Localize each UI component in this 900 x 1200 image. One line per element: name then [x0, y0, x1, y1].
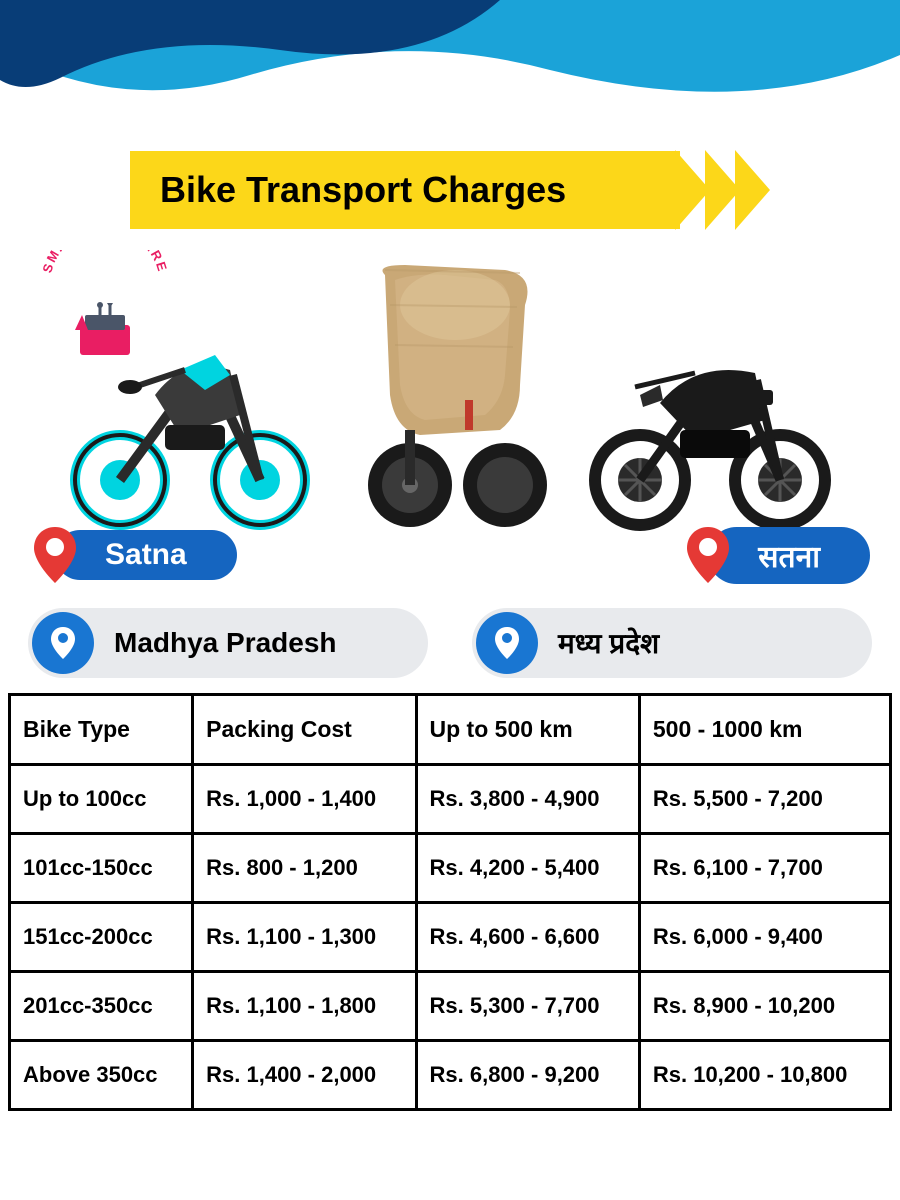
- svg-text:SMART CITY CARE: SMART CITY CARE: [40, 250, 170, 275]
- state-pill-hindi: मध्य प्रदेश: [472, 608, 872, 678]
- table-row: 101cc-150cc Rs. 800 - 1,200 Rs. 4,200 - …: [10, 834, 891, 903]
- location-circle-icon: [32, 612, 94, 674]
- table-row: 151cc-200cc Rs. 1,100 - 1,300 Rs. 4,600 …: [10, 903, 891, 972]
- bike-image-wrapped: [325, 255, 575, 535]
- brand-logo: SMART CITY CARE: [40, 250, 170, 370]
- bike-image-right: [585, 295, 835, 535]
- col-500-1000: 500 - 1000 km: [639, 695, 890, 765]
- col-bike-type: Bike Type: [10, 695, 193, 765]
- location-pin-icon: [683, 525, 733, 585]
- location-pin-icon: [30, 525, 80, 585]
- state-name-english: Madhya Pradesh: [114, 627, 337, 659]
- table-row: Up to 100cc Rs. 1,000 - 1,400 Rs. 3,800 …: [10, 765, 891, 834]
- chevron-decoration: [680, 150, 770, 230]
- toolbox-icon: [70, 300, 140, 360]
- table-header-row: Bike Type Packing Cost Up to 500 km 500 …: [10, 695, 891, 765]
- city-pill-english: Satna: [30, 525, 237, 585]
- state-pills-row: Madhya Pradesh मध्य प्रदेश: [0, 608, 900, 678]
- location-circle-icon: [476, 612, 538, 674]
- state-name-hindi: मध्य प्रदेश: [558, 624, 659, 662]
- col-upto-500: Up to 500 km: [416, 695, 639, 765]
- table-row: Above 350cc Rs. 1,400 - 2,000 Rs. 6,800 …: [10, 1041, 891, 1110]
- city-name-english: Satna: [55, 530, 237, 580]
- city-pill-hindi: सतना: [683, 525, 870, 585]
- page-title: Bike Transport Charges: [130, 151, 680, 229]
- top-wave-decoration: [0, 0, 900, 160]
- state-pill-english: Madhya Pradesh: [28, 608, 428, 678]
- title-banner: Bike Transport Charges: [130, 150, 770, 230]
- pricing-table: Bike Type Packing Cost Up to 500 km 500 …: [8, 693, 892, 1111]
- col-packing-cost: Packing Cost: [193, 695, 416, 765]
- table-row: 201cc-350cc Rs. 1,100 - 1,800 Rs. 5,300 …: [10, 972, 891, 1041]
- city-pills-row: Satna सतना: [0, 525, 900, 585]
